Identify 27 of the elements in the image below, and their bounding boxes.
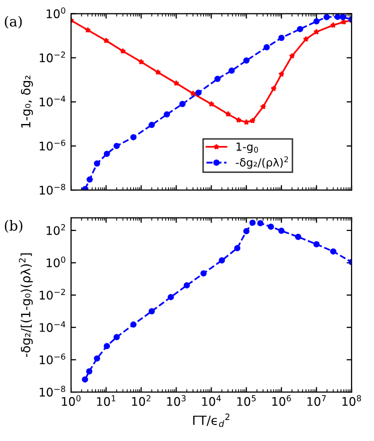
y-tick-label: 10$^{−8}$ — [40, 184, 66, 195]
y-tick-label: 10$^{−4}$ — [40, 321, 66, 332]
legend-label: 1-g$_{0}$ — [236, 142, 258, 154]
x-tick-label: 10$^{0}$ — [62, 395, 81, 406]
x-tick-label: 10$^{2}$ — [132, 395, 150, 406]
legend-label: -δg₂/(ρλ)$^{2}$ — [236, 156, 288, 169]
x-tick-label: 10$^{7}$ — [307, 395, 326, 406]
y-tick-label: 10$^{−6}$ — [40, 140, 66, 151]
x-tick-label: 10$^{6}$ — [272, 395, 291, 406]
y-axis-title: -δg₂/[(1-g₀)(ρλ)$^{2}$] — [18, 253, 33, 358]
x-tick-label: 10$^{3}$ — [167, 395, 186, 406]
y-tick-label: 10$^{2}$ — [46, 224, 65, 235]
text: (b) — [4, 220, 22, 233]
text: (a) — [4, 16, 22, 29]
y-tick-label: 10$^{0}$ — [46, 256, 66, 268]
y-tick-label: 10$^{−6}$ — [40, 353, 66, 364]
y-tick-label: 10$^{0}$ — [46, 7, 66, 18]
x-tick-label: 10$^{8}$ — [342, 395, 361, 406]
y-tick-label: 10$^{−2}$ — [40, 52, 65, 62]
x-tick-label: 10$^{4}$ — [202, 395, 221, 406]
x-axis-title: ΓT/ϵ$_{d}$$^{2}$ — [193, 414, 230, 427]
y-tick-label: 10$^{−2}$ — [40, 288, 65, 300]
y-tick-label: 10$^{−4}$ — [40, 96, 66, 106]
y-axis-title: 1-g₀, δg₂ — [21, 76, 33, 128]
x-tick-label: 10$^{5}$ — [237, 395, 256, 406]
x-tick-label: 10$^{1}$ — [97, 395, 116, 406]
y-tick-label: 10$^{−8}$ — [40, 386, 66, 397]
